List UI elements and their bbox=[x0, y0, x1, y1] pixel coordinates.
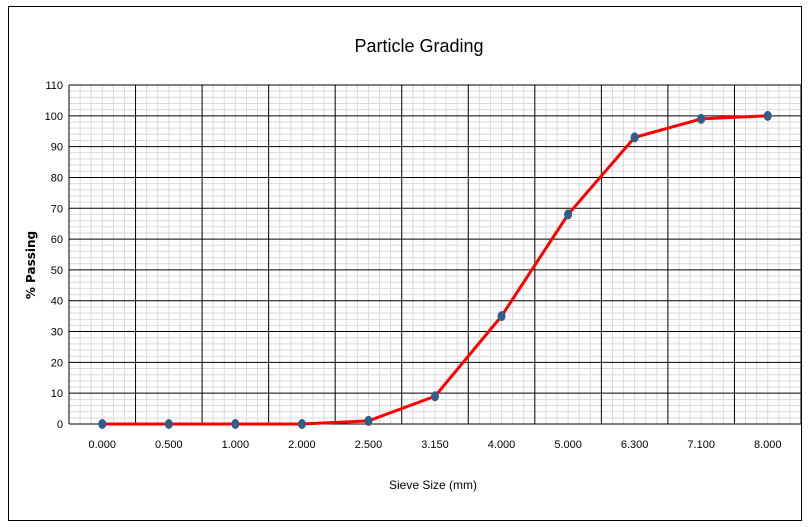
x-tick-label: 7.100 bbox=[687, 439, 715, 451]
y-tick-label: 80 bbox=[51, 172, 63, 184]
data-point bbox=[231, 419, 240, 429]
x-tick-label: 4.000 bbox=[488, 439, 516, 451]
data-point bbox=[497, 311, 506, 322]
grid bbox=[68, 84, 801, 425]
y-tick-label: 50 bbox=[51, 265, 63, 277]
x-tick-label: 2.500 bbox=[355, 439, 383, 451]
y-tick-label: 110 bbox=[45, 80, 63, 92]
data-point bbox=[763, 110, 772, 121]
y-tick-label: 30 bbox=[51, 327, 63, 339]
data-point bbox=[164, 419, 173, 429]
x-tick-label: 3.150 bbox=[421, 439, 449, 451]
chart-frame: Particle Grading 0 10 20 30 40 50 60 70 80 90 100 1… bbox=[8, 6, 802, 521]
x-tick-labels: 0.000 0.500 1.000 2.000 2.500 3.150 4.000 5.000… bbox=[89, 439, 782, 451]
y-tick-label: 90 bbox=[51, 142, 63, 154]
data-point bbox=[364, 415, 373, 426]
y-tick-labels: 0 10 20 30 40 50 60 70 80 90 100 110 bbox=[45, 80, 63, 431]
data-point bbox=[630, 132, 639, 143]
x-tick-label: 1.000 bbox=[222, 439, 250, 451]
x-tick-label: 6.300 bbox=[621, 439, 649, 451]
data-point bbox=[564, 209, 573, 220]
y-tick-label: 0 bbox=[57, 419, 63, 431]
x-axis-title: Sieve Size (mm) bbox=[389, 478, 477, 492]
y-axis-title: % Passing bbox=[24, 231, 38, 299]
data-point bbox=[697, 113, 706, 124]
x-tick-label: 0.500 bbox=[155, 439, 183, 451]
data-point bbox=[98, 419, 107, 429]
y-tick-label: 100 bbox=[45, 111, 63, 123]
y-tick-label: 70 bbox=[51, 203, 63, 215]
y-tick-label: 60 bbox=[51, 234, 63, 246]
series-layer bbox=[98, 110, 772, 429]
y-tick-label: 10 bbox=[51, 388, 63, 400]
x-tick-label: 2.000 bbox=[288, 439, 316, 451]
chart-title: Particle Grading bbox=[354, 36, 483, 56]
particle-grading-chart: Particle Grading 0 10 20 30 40 50 60 70 80 90 100 1… bbox=[24, 36, 801, 492]
x-tick-label: 5.000 bbox=[554, 439, 582, 451]
y-tick-label: 40 bbox=[51, 296, 63, 308]
data-point bbox=[297, 419, 306, 429]
y-tick-label: 20 bbox=[51, 357, 63, 369]
x-tick-label: 0.000 bbox=[89, 439, 117, 451]
x-tick-label: 8.000 bbox=[754, 439, 782, 451]
data-point bbox=[431, 391, 439, 402]
